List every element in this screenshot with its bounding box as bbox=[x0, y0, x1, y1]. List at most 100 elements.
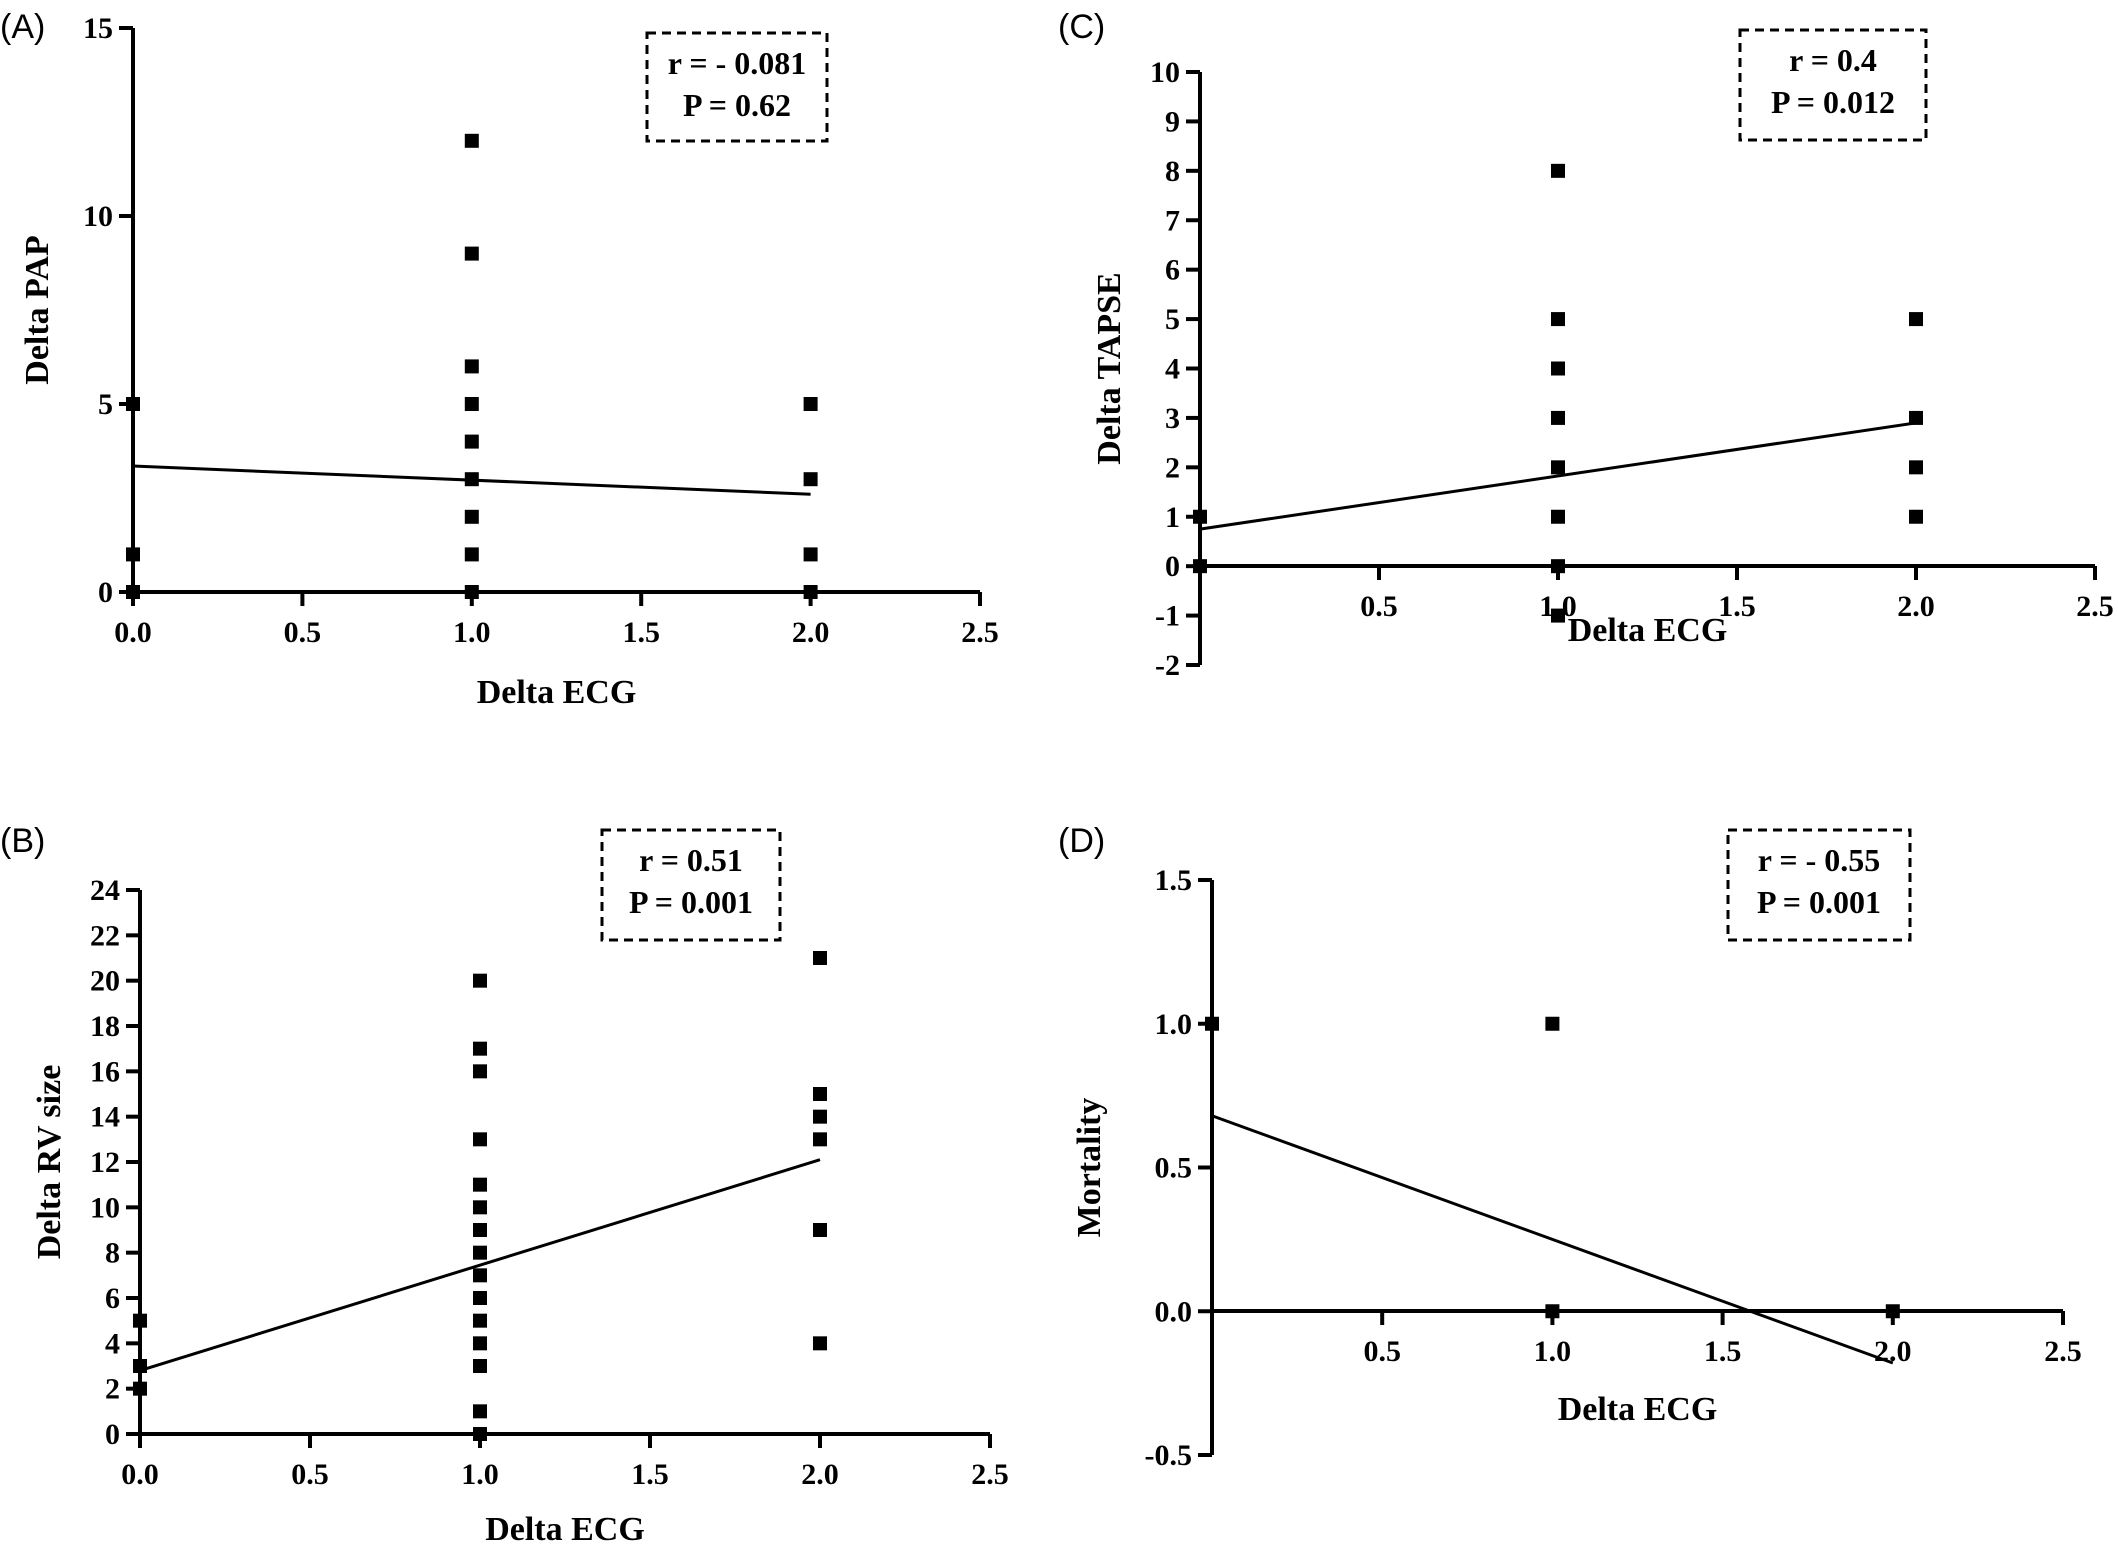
y-tick-label: 9 bbox=[1165, 105, 1180, 138]
data-point bbox=[464, 434, 479, 449]
y-tick-label: 12 bbox=[90, 1146, 120, 1179]
y-tick-label: 22 bbox=[90, 919, 120, 952]
stats-box bbox=[600, 828, 782, 942]
x-tick-label: 0.5 bbox=[284, 616, 322, 649]
regression-line bbox=[1199, 421, 1917, 531]
data-point bbox=[1551, 509, 1565, 524]
data-point bbox=[133, 1359, 147, 1373]
data-point bbox=[1909, 460, 1923, 475]
y-tick-label: 0 bbox=[1165, 550, 1180, 583]
stat-p-value: P = 0.001 bbox=[629, 884, 753, 920]
data-point bbox=[464, 509, 479, 524]
data-point bbox=[1193, 509, 1207, 524]
y-tick-label: 0.0 bbox=[1155, 1295, 1193, 1328]
y-tick-label: 5 bbox=[1165, 303, 1180, 336]
y-tick-label: 4 bbox=[105, 1327, 120, 1360]
x-axis-title: Delta ECG bbox=[485, 1511, 645, 1545]
panel-label: (C) bbox=[1058, 8, 1105, 46]
x-tick-label: 0.5 bbox=[1360, 590, 1398, 623]
y-tick-label: 1.0 bbox=[1155, 1008, 1193, 1041]
data-point bbox=[473, 1359, 487, 1373]
x-tick-label: 1.0 bbox=[1534, 1335, 1572, 1368]
data-point bbox=[126, 585, 140, 599]
data-point bbox=[1545, 1304, 1560, 1319]
data-point bbox=[1551, 559, 1565, 574]
data-point bbox=[473, 1313, 487, 1328]
data-point bbox=[473, 1427, 487, 1441]
y-axis-title: Delta TAPSE bbox=[1091, 272, 1128, 464]
x-tick-label: 0.0 bbox=[121, 1458, 159, 1491]
y-tick-label: 10 bbox=[83, 200, 113, 233]
data-point bbox=[464, 397, 479, 411]
y-tick-label: 3 bbox=[1165, 402, 1180, 435]
stat-p-value: P = 0.001 bbox=[1757, 884, 1881, 920]
data-point bbox=[1909, 312, 1923, 327]
panel-d: (D) -0.5 0.0 0.5 1.0 1.5 0.5 1.0 1.5 2.0 2.5 Delta … bbox=[1058, 822, 2082, 1472]
data-point bbox=[1551, 410, 1565, 425]
y-tick-label: 4 bbox=[1165, 353, 1180, 386]
panel-label: (A) bbox=[0, 8, 45, 46]
y-tick-label: 2 bbox=[1165, 451, 1180, 484]
data-point bbox=[813, 1087, 827, 1101]
x-tick-label: 2.5 bbox=[2076, 590, 2114, 623]
regression-line bbox=[139, 1158, 821, 1372]
y-tick-label: 8 bbox=[1165, 155, 1180, 188]
data-point bbox=[1551, 163, 1565, 178]
x-tick-label: 2.0 bbox=[801, 1458, 839, 1491]
data-point bbox=[473, 1177, 487, 1192]
data-point bbox=[1909, 410, 1923, 425]
y-axis-title: Delta RV size bbox=[31, 1065, 68, 1260]
y-tick-label: 16 bbox=[90, 1055, 120, 1088]
data-point bbox=[803, 547, 818, 562]
panel-a: (A) 0 5 10 15 0.0 0.5 1.0 1.5 2.0 2.5 Delta ECG Delt… bbox=[0, 8, 999, 711]
x-tick-label: 1.5 bbox=[622, 616, 660, 649]
data-point bbox=[133, 1381, 147, 1396]
data-point bbox=[473, 1064, 487, 1079]
stats-box bbox=[1738, 28, 1928, 142]
x-tick-label: 2.0 bbox=[1897, 590, 1935, 623]
x-axis-title: Delta ECG bbox=[477, 674, 637, 711]
data-point bbox=[473, 973, 487, 988]
data-point bbox=[473, 1245, 487, 1260]
data-point bbox=[1551, 608, 1565, 623]
data-point bbox=[133, 1313, 147, 1328]
data-point bbox=[473, 1404, 487, 1419]
data-point bbox=[813, 1109, 827, 1124]
x-tick-label: 1.0 bbox=[461, 1458, 499, 1491]
y-tick-label: -2 bbox=[1155, 649, 1180, 682]
y-tick-label: 24 bbox=[90, 874, 120, 907]
data-point bbox=[1551, 361, 1565, 376]
x-tick-label: 2.5 bbox=[961, 616, 999, 649]
stat-p-value: P = 0.62 bbox=[683, 87, 791, 123]
y-tick-label: 5 bbox=[98, 388, 113, 421]
x-tick-label: 2.0 bbox=[1874, 1335, 1912, 1368]
y-tick-label: 6 bbox=[1165, 254, 1180, 287]
data-point bbox=[473, 1268, 487, 1283]
y-tick-label: 0.5 bbox=[1155, 1152, 1193, 1185]
y-tick-label: 8 bbox=[105, 1237, 120, 1270]
x-tick-label: 2.0 bbox=[792, 616, 830, 649]
x-axis-title: Delta ECG bbox=[1558, 1391, 1718, 1428]
data-point bbox=[813, 1132, 827, 1147]
data-point bbox=[1885, 1304, 1900, 1319]
y-tick-label: 1.5 bbox=[1155, 864, 1193, 897]
y-axis-title: Delta PAP bbox=[19, 235, 56, 384]
data-point bbox=[473, 1223, 487, 1237]
x-tick-label: 1.5 bbox=[631, 1458, 669, 1491]
x-tick-label: 2.5 bbox=[2044, 1335, 2082, 1368]
data-point bbox=[473, 1200, 487, 1215]
stat-r-value: r = - 0.55 bbox=[1758, 842, 1881, 878]
data-point bbox=[1545, 1016, 1560, 1031]
y-tick-label: 15 bbox=[83, 12, 113, 45]
data-point bbox=[126, 547, 140, 562]
data-point bbox=[473, 1291, 487, 1305]
stats-box bbox=[1726, 828, 1912, 942]
data-point bbox=[464, 359, 479, 374]
data-point bbox=[813, 951, 827, 965]
panel-label: (D) bbox=[1058, 822, 1105, 860]
y-tick-label: 20 bbox=[90, 965, 120, 998]
data-point bbox=[126, 397, 140, 411]
data-point bbox=[464, 472, 479, 487]
